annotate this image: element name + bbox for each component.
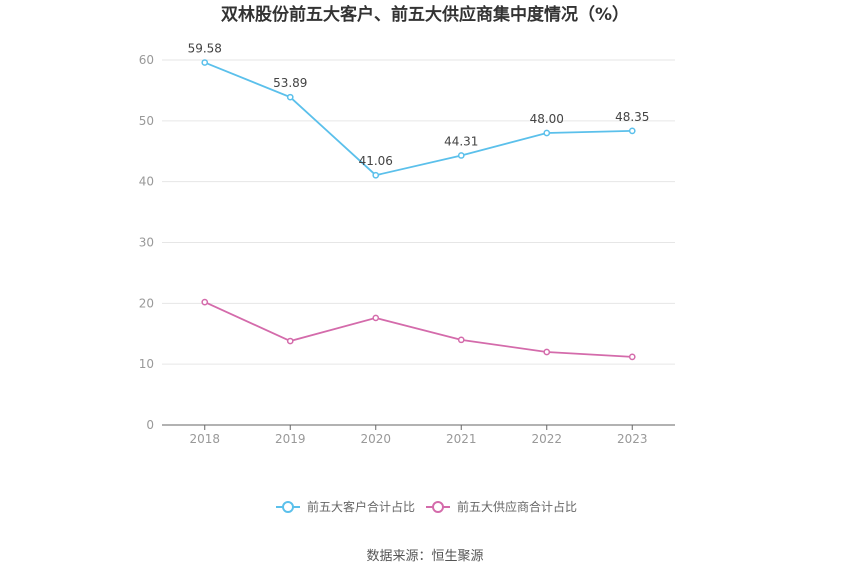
x-axis: 2018 2019 2020 2021 2022 2023 xyxy=(189,425,648,446)
data-label: 44.31 xyxy=(444,134,478,148)
data-point xyxy=(286,337,294,345)
y-tick-label: 30 xyxy=(139,236,154,250)
y-tick-label: 20 xyxy=(139,296,154,310)
x-tick-label: 2019 xyxy=(275,432,306,446)
data-point xyxy=(457,152,465,159)
series-group: 59.58 53.89 41.06 44.31 48.00 48.35 xyxy=(188,42,649,361)
chart-title: 双林股份前五大客户、前五大供应商集中度情况（%） xyxy=(221,4,629,25)
data-point xyxy=(201,59,209,66)
data-point xyxy=(628,353,636,361)
legend-marker xyxy=(432,501,444,513)
legend-label: 前五大客户合计占比 xyxy=(307,499,415,514)
y-tick-label: 40 xyxy=(139,175,154,189)
data-point xyxy=(372,314,380,322)
grid-lines xyxy=(162,59,675,365)
legend-label: 前五大供应商合计占比 xyxy=(457,499,577,514)
data-point xyxy=(543,348,551,356)
data-label: 41.06 xyxy=(359,154,393,168)
y-tick-label: 0 xyxy=(146,418,154,432)
data-point xyxy=(286,93,294,101)
legend-marker xyxy=(282,501,294,513)
data-label: 48.35 xyxy=(615,110,649,124)
data-point xyxy=(543,129,551,137)
y-tick-label: 50 xyxy=(139,114,154,128)
data-point xyxy=(457,336,465,344)
x-tick-label: 2022 xyxy=(531,432,562,446)
x-tick-label: 2023 xyxy=(617,432,648,446)
x-tick-label: 2018 xyxy=(189,432,220,446)
data-point xyxy=(201,298,209,306)
x-tick-label: 2021 xyxy=(446,432,477,446)
y-tick-label: 60 xyxy=(139,53,154,67)
data-label: 48.00 xyxy=(530,112,564,126)
series-line-0 xyxy=(204,61,633,177)
data-label: 59.58 xyxy=(188,42,222,56)
y-axis: 0 10 20 30 40 50 60 xyxy=(139,53,154,432)
source-note: 数据来源：恒生聚源 xyxy=(366,549,483,564)
x-tick-label: 2020 xyxy=(360,432,391,446)
data-point xyxy=(372,171,380,179)
data-label: 53.89 xyxy=(273,76,307,90)
legend: 前五大客户合计占比 前五大供应商合计占比 xyxy=(276,499,577,514)
data-point xyxy=(628,127,636,135)
y-tick-label: 10 xyxy=(139,357,154,371)
series-line-1 xyxy=(204,301,633,358)
